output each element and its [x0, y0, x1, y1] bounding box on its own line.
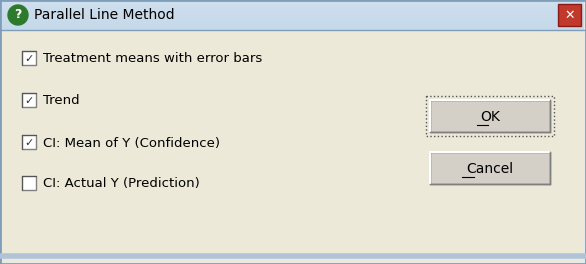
- Bar: [2, 5, 584, 6]
- Bar: [22, 93, 36, 107]
- Bar: [2, 19, 584, 20]
- Bar: [558, 4, 581, 26]
- Bar: [2, 16, 584, 17]
- Bar: [2, 2, 584, 30]
- Bar: [2, 20, 584, 21]
- Bar: [2, 28, 584, 29]
- Text: OK: OK: [480, 110, 500, 124]
- Bar: [2, 13, 584, 14]
- Bar: [2, 14, 584, 15]
- Bar: [2, 21, 584, 22]
- Bar: [2, 25, 584, 26]
- Bar: [2, 3, 584, 4]
- Bar: [2, 6, 584, 7]
- Text: Parallel Line Method: Parallel Line Method: [34, 8, 175, 22]
- Text: ?: ?: [14, 8, 22, 21]
- Bar: [2, 15, 584, 16]
- Bar: [22, 135, 36, 149]
- Bar: [2, 24, 584, 25]
- Bar: [2, 2, 584, 3]
- Bar: [430, 152, 550, 184]
- Bar: [2, 22, 584, 23]
- Text: ✓: ✓: [24, 96, 33, 106]
- Text: CI: Mean of Y (Confidence): CI: Mean of Y (Confidence): [43, 136, 220, 149]
- Bar: [2, 4, 584, 5]
- Bar: [2, 7, 584, 8]
- Text: ✕: ✕: [564, 8, 575, 21]
- Bar: [2, 11, 584, 12]
- Bar: [2, 29, 584, 30]
- Bar: [2, 23, 584, 24]
- Bar: [22, 176, 36, 190]
- Bar: [2, 27, 584, 28]
- Bar: [430, 100, 550, 132]
- Bar: [2, 8, 584, 9]
- Bar: [2, 10, 584, 11]
- Text: Trend: Trend: [43, 95, 80, 107]
- Bar: [2, 17, 584, 18]
- Text: CI: Actual Y (Prediction): CI: Actual Y (Prediction): [43, 177, 200, 191]
- Text: ✓: ✓: [24, 138, 33, 148]
- Text: Treatment means with error bars: Treatment means with error bars: [43, 53, 263, 65]
- Bar: [2, 31, 584, 262]
- Bar: [2, 18, 584, 19]
- Bar: [2, 26, 584, 27]
- Bar: [22, 51, 36, 65]
- Circle shape: [8, 5, 28, 25]
- Bar: [426, 96, 554, 136]
- Bar: [2, 9, 584, 10]
- Bar: [2, 12, 584, 13]
- Text: Cancel: Cancel: [466, 162, 513, 176]
- Text: ✓: ✓: [24, 54, 33, 64]
